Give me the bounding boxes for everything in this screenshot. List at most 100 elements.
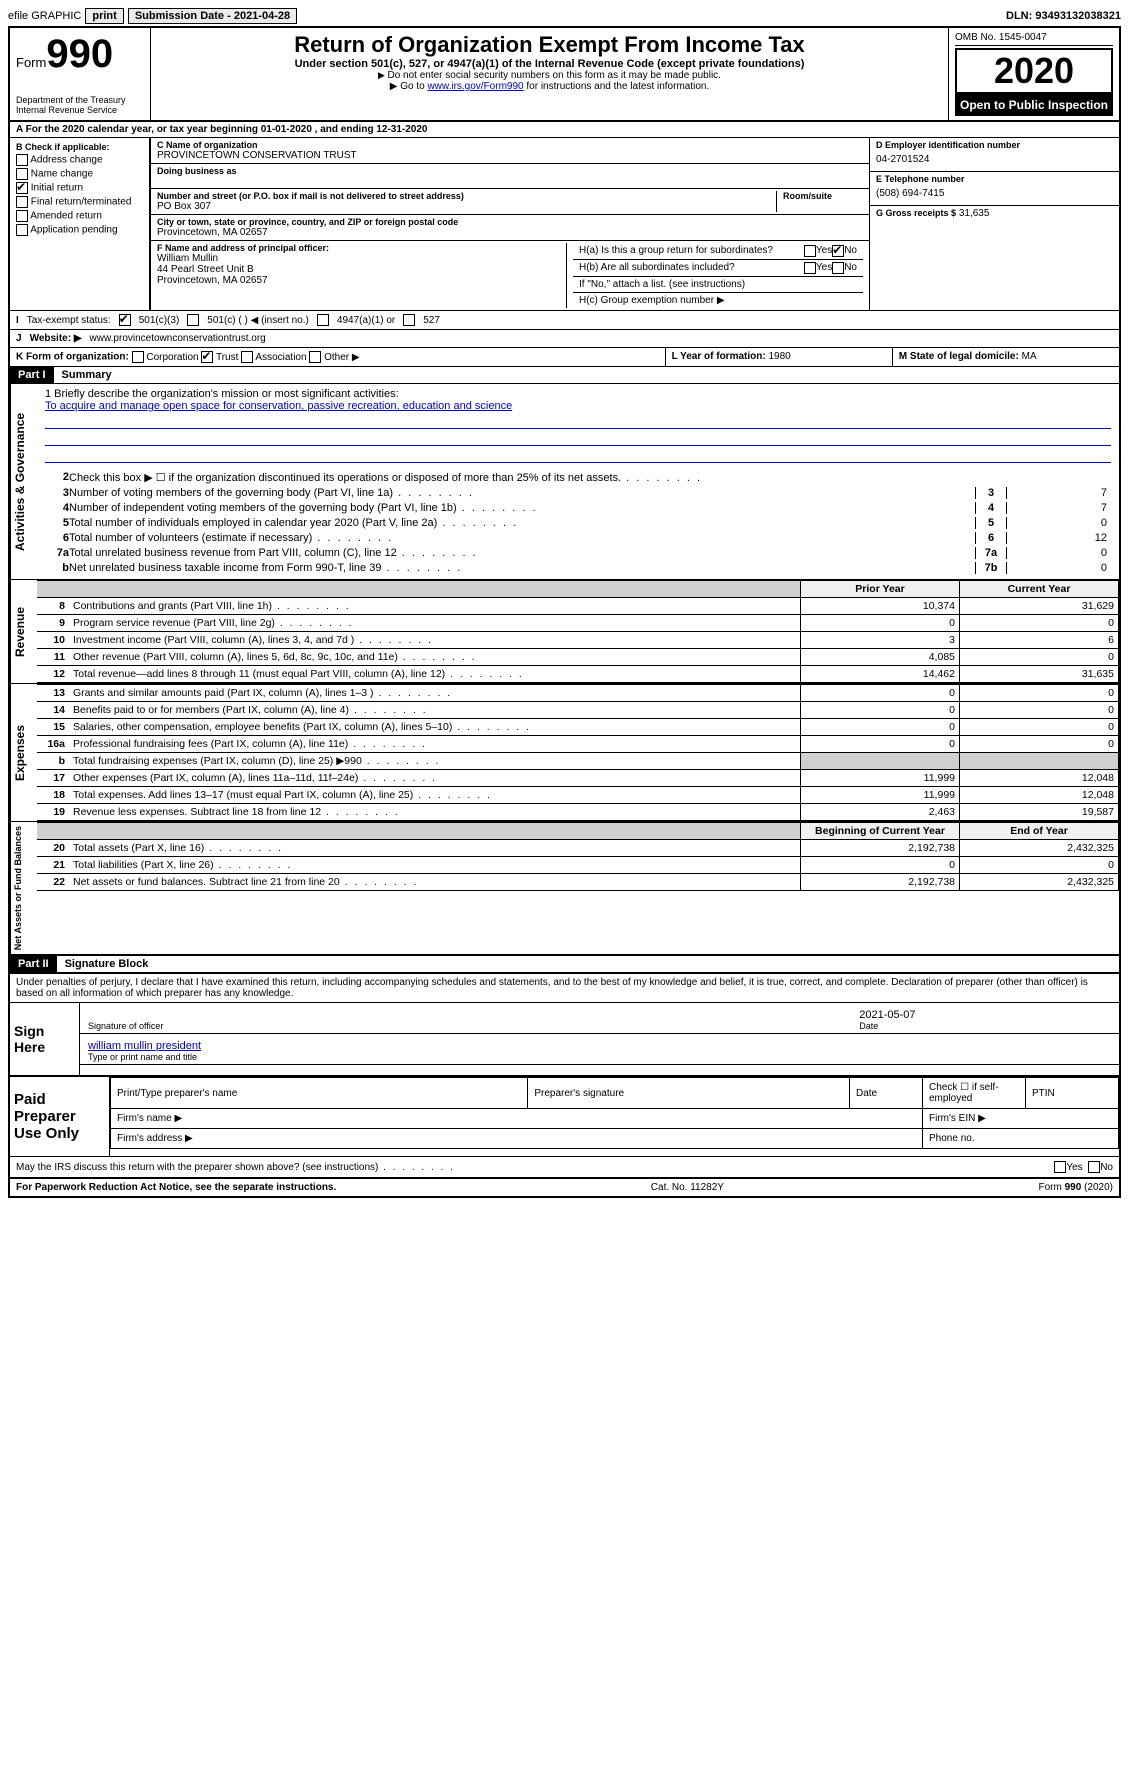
prior-value: 0 — [801, 615, 960, 632]
line-number: 2 — [45, 471, 69, 484]
line-number: 13 — [37, 685, 69, 702]
hb-no-checkbox[interactable] — [832, 262, 844, 274]
line-value: 12 — [1006, 532, 1111, 544]
rowk-checkbox[interactable] — [309, 351, 321, 363]
state-domicile-label: M State of legal domicile: — [899, 351, 1019, 362]
org-name: PROVINCETOWN CONSERVATION TRUST — [157, 150, 863, 161]
firm-ein-label: Firm's EIN ▶ — [923, 1109, 1119, 1129]
sig-officer-label: Signature of officer — [88, 1021, 843, 1031]
line-desc: Total assets (Part X, line 16) — [69, 840, 801, 857]
mission-label: 1 Briefly describe the organization's mi… — [45, 388, 1111, 400]
begin-year-header: Beginning of Current Year — [801, 823, 960, 840]
secb-checkbox[interactable] — [16, 196, 28, 208]
h-b-label: H(b) Are all subordinates included? — [579, 262, 804, 274]
prior-value: 14,462 — [801, 666, 960, 683]
city-state-zip: Provincetown, MA 02657 — [157, 227, 863, 238]
form-id-block: Form990 Department of the Treasury Inter… — [10, 28, 150, 120]
rowk-checkbox[interactable] — [132, 351, 144, 363]
line-desc: Other revenue (Part VIII, column (A), li… — [69, 649, 801, 666]
sig-name: william mullin president — [88, 1040, 1111, 1052]
form-subtitle: Under section 501(c), 527, or 4947(a)(1)… — [157, 58, 942, 70]
year-formation-value: 1980 — [768, 351, 790, 362]
secb-checkbox[interactable] — [16, 224, 28, 236]
ein-label: D Employer identification number — [876, 140, 1113, 150]
prior-value: 0 — [801, 719, 960, 736]
dept-label: Department of the Treasury — [16, 95, 144, 105]
prior-value: 0 — [801, 736, 960, 753]
website-value: www.provincetownconservationtrust.org — [90, 333, 266, 344]
prior-value — [801, 753, 960, 770]
discuss-yes-checkbox[interactable] — [1054, 1161, 1066, 1173]
line-number: 3 — [45, 487, 69, 499]
line-number: 7a — [45, 547, 69, 559]
discuss-no-checkbox[interactable] — [1088, 1161, 1100, 1173]
ha-no-checkbox[interactable] — [832, 245, 844, 257]
line-desc: Total unrelated business revenue from Pa… — [69, 547, 975, 559]
website-label: Website: ▶ — [30, 333, 82, 344]
line-desc: Total expenses. Add lines 13–17 (must eq… — [69, 787, 801, 804]
current-value: 0 — [960, 857, 1119, 874]
firm-addr-label: Firm's address ▶ — [111, 1129, 923, 1149]
mission-text: To acquire and manage open space for con… — [45, 400, 1111, 412]
part-i-title: Summary — [54, 367, 120, 383]
room-label: Room/suite — [783, 191, 863, 201]
501c3-checkbox[interactable] — [119, 314, 131, 326]
form-container: Form990 Department of the Treasury Inter… — [8, 26, 1121, 1198]
prior-value: 11,999 — [801, 787, 960, 804]
street-address: PO Box 307 — [157, 201, 776, 212]
4947-checkbox[interactable] — [317, 314, 329, 326]
line-box: 7b — [975, 562, 1006, 574]
527-checkbox[interactable] — [403, 314, 415, 326]
501c-checkbox[interactable] — [187, 314, 199, 326]
secb-checkbox[interactable] — [16, 168, 28, 180]
dln-label: DLN: 93493132038321 — [1006, 10, 1121, 22]
line-number: 8 — [37, 598, 69, 615]
ha-yes-checkbox[interactable] — [804, 245, 816, 257]
current-value: 2,432,325 — [960, 874, 1119, 891]
line-desc: Net assets or fund balances. Subtract li… — [69, 874, 801, 891]
row-j-label: J — [16, 333, 22, 344]
tax-year: 2020 — [955, 48, 1113, 94]
secb-item-label: Final return/terminated — [31, 197, 132, 208]
ein-value: 04-2701524 — [876, 150, 1113, 169]
current-value: 0 — [960, 649, 1119, 666]
current-value: 0 — [960, 736, 1119, 753]
officer-label: F Name and address of principal officer: — [157, 243, 566, 253]
form990-link[interactable]: www.irs.gov/Form990 — [427, 81, 523, 92]
prior-year-header: Prior Year — [801, 581, 960, 598]
current-value: 0 — [960, 685, 1119, 702]
secb-checkbox[interactable] — [16, 154, 28, 166]
addr-label: Number and street (or P.O. box if mail i… — [157, 191, 776, 201]
secb-item-label: Application pending — [30, 225, 117, 236]
prior-value: 3 — [801, 632, 960, 649]
line-value: 0 — [1006, 562, 1111, 574]
secb-item-label: Name change — [31, 169, 93, 180]
line-number: 14 — [37, 702, 69, 719]
prior-value: 0 — [801, 857, 960, 874]
discuss-question: May the IRS discuss this return with the… — [16, 1162, 1054, 1173]
print-button[interactable]: print — [85, 8, 123, 24]
line-value: 7 — [1006, 502, 1111, 514]
current-value: 0 — [960, 615, 1119, 632]
line-value: 0 — [1006, 547, 1111, 559]
preparer-name-label: Print/Type preparer's name — [111, 1078, 528, 1109]
secb-checkbox[interactable] — [16, 182, 28, 194]
current-value: 0 — [960, 719, 1119, 736]
line-value: 7 — [1006, 487, 1111, 499]
line-number: 19 — [37, 804, 69, 821]
line-desc: Net unrelated business taxable income fr… — [69, 562, 975, 574]
prior-value: 4,085 — [801, 649, 960, 666]
firm-phone-label: Phone no. — [923, 1129, 1119, 1149]
rowk-checkbox[interactable] — [201, 351, 213, 363]
sig-date: 2021-05-07 — [859, 1009, 1111, 1021]
current-value — [960, 753, 1119, 770]
section-b-checkboxes: B Check if applicable: Address change Na… — [10, 138, 150, 310]
state-domicile-value: MA — [1022, 351, 1037, 362]
rowk-checkbox[interactable] — [241, 351, 253, 363]
secb-item-label: Address change — [30, 155, 102, 166]
hb-yes-checkbox[interactable] — [804, 262, 816, 274]
prior-value: 2,463 — [801, 804, 960, 821]
line-desc: Total number of volunteers (estimate if … — [69, 532, 975, 544]
line-number: 4 — [45, 502, 69, 514]
secb-checkbox[interactable] — [16, 210, 28, 222]
